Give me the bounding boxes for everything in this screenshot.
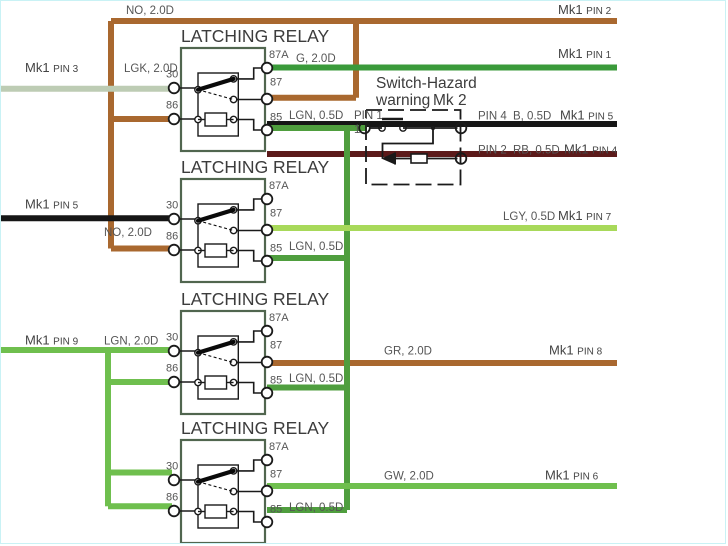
svg-text:warning: warning <box>375 92 430 109</box>
svg-text:Switch-Hazard: Switch-Hazard <box>376 75 477 92</box>
svg-text:LGY, 0.5D: LGY, 0.5D <box>503 211 555 223</box>
svg-text:LATCHING RELAY: LATCHING RELAY <box>181 157 329 177</box>
svg-text:86: 86 <box>166 492 178 504</box>
svg-text:86: 86 <box>166 100 178 112</box>
svg-text:87: 87 <box>270 469 282 481</box>
svg-text:87A: 87A <box>269 49 289 61</box>
svg-text:85: 85 <box>270 504 282 516</box>
svg-text:Mk1 PIN 6: Mk1 PIN 6 <box>545 468 599 483</box>
svg-text:LGN, 0.5D: LGN, 0.5D <box>289 373 343 385</box>
svg-text:LATCHING RELAY: LATCHING RELAY <box>181 418 329 438</box>
svg-text:NO, 2.0D: NO, 2.0D <box>104 227 152 239</box>
svg-text:Mk1 PIN 8: Mk1 PIN 8 <box>549 343 603 358</box>
svg-text:Mk1 PIN 5: Mk1 PIN 5 <box>560 108 614 123</box>
svg-text:87A: 87A <box>269 312 289 324</box>
svg-text:Mk1 PIN 9: Mk1 PIN 9 <box>25 333 79 348</box>
svg-text:87: 87 <box>270 77 282 89</box>
svg-text:Mk1 PIN 3: Mk1 PIN 3 <box>25 60 79 75</box>
svg-text:B, 0.5D: B, 0.5D <box>513 111 551 123</box>
svg-text:Mk1 PIN 2: Mk1 PIN 2 <box>558 2 612 17</box>
svg-text:86: 86 <box>166 231 178 243</box>
svg-text:PIN 4: PIN 4 <box>478 111 507 123</box>
svg-text:85: 85 <box>270 243 282 255</box>
svg-text:GR, 2.0D: GR, 2.0D <box>384 346 432 358</box>
svg-text:87A: 87A <box>269 180 289 192</box>
svg-text:30: 30 <box>166 461 178 473</box>
svg-text:87: 87 <box>270 340 282 352</box>
svg-text:Mk1 PIN 5: Mk1 PIN 5 <box>25 197 79 212</box>
svg-text:85: 85 <box>270 112 282 124</box>
svg-text:NO, 2.0D: NO, 2.0D <box>126 5 174 17</box>
svg-text:LGN, 0.5D: LGN, 0.5D <box>289 502 343 514</box>
svg-text:85: 85 <box>270 375 282 387</box>
svg-text:PIN 2: PIN 2 <box>478 145 507 157</box>
svg-text:LGN, 0.5D: LGN, 0.5D <box>289 241 343 253</box>
svg-text:Mk1 PIN 1: Mk1 PIN 1 <box>558 46 612 61</box>
svg-text:86: 86 <box>166 363 178 375</box>
svg-text:GW, 2.0D: GW, 2.0D <box>384 471 434 483</box>
svg-text:30: 30 <box>166 332 178 344</box>
svg-text:Mk1 PIN 7: Mk1 PIN 7 <box>558 208 612 223</box>
svg-text:LGN, 0.5D: LGN, 0.5D <box>289 110 343 122</box>
svg-text:LGK, 2.0D: LGK, 2.0D <box>124 63 178 75</box>
svg-text:Mk1 PIN 4: Mk1 PIN 4 <box>564 142 618 157</box>
svg-text:G, 2.0D: G, 2.0D <box>296 53 336 65</box>
svg-text:1: 1 <box>354 124 360 136</box>
svg-text:RB, 0.5D: RB, 0.5D <box>513 145 560 157</box>
svg-text:LGN, 2.0D: LGN, 2.0D <box>104 336 158 348</box>
svg-text:PIN 1: PIN 1 <box>354 110 383 122</box>
svg-text:LATCHING RELAY: LATCHING RELAY <box>181 289 329 309</box>
svg-text:87A: 87A <box>269 441 289 453</box>
svg-text:Mk 2: Mk 2 <box>433 92 467 109</box>
svg-text:87: 87 <box>270 208 282 220</box>
svg-text:30: 30 <box>166 200 178 212</box>
svg-text:LATCHING RELAY: LATCHING RELAY <box>181 26 329 46</box>
